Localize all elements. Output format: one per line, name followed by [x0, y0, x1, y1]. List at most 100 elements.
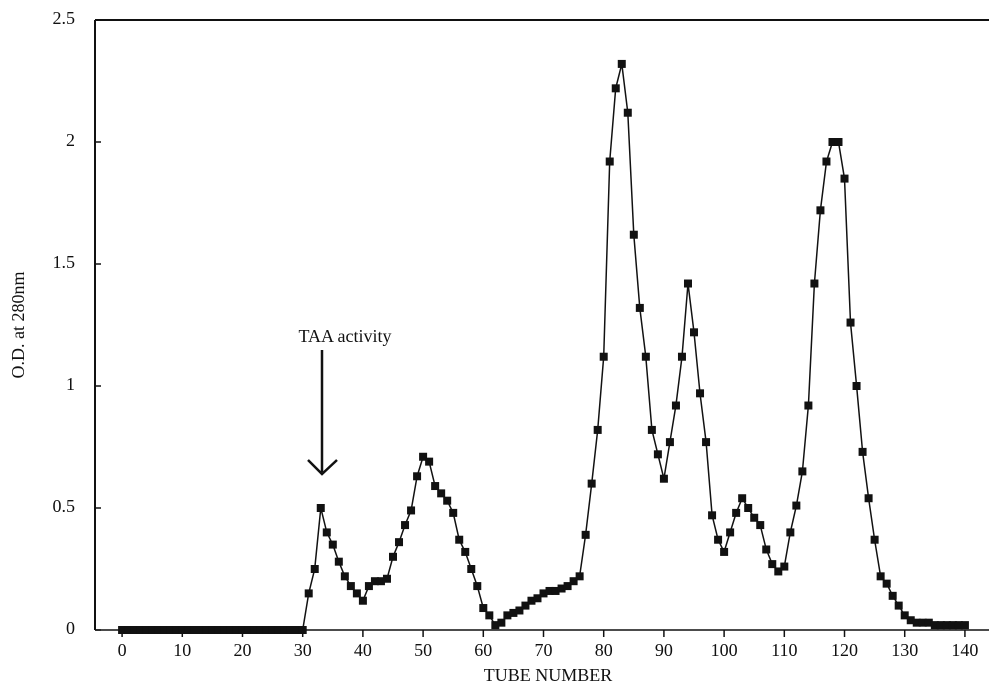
data-point [136, 626, 145, 634]
data-point [124, 626, 133, 634]
x-tick-label: 30 [294, 640, 312, 660]
x-tick-label: 60 [474, 640, 492, 660]
data-point [876, 572, 885, 581]
data-point [449, 508, 458, 517]
data-point [268, 626, 277, 634]
x-tick-label: 80 [595, 640, 613, 660]
data-point [118, 626, 127, 634]
data-point [708, 511, 717, 520]
data-point [599, 352, 608, 361]
data-point [154, 626, 163, 634]
data-point [629, 230, 638, 239]
data-point [352, 589, 361, 598]
data-point [623, 108, 632, 117]
data-point [828, 138, 837, 146]
data-point [358, 596, 367, 605]
data-point [912, 618, 921, 627]
data-point [858, 447, 867, 456]
data-point [726, 528, 735, 537]
data-point [816, 206, 825, 215]
data-point [720, 547, 729, 556]
data-point [768, 560, 777, 569]
data-point [443, 496, 452, 505]
data-point [545, 586, 554, 595]
data-point [822, 157, 831, 166]
data-point [557, 584, 566, 593]
data-point [220, 626, 229, 634]
data-point [738, 494, 747, 503]
data-point [208, 626, 217, 634]
data-point [274, 626, 283, 634]
data-point [647, 425, 656, 434]
data-point [473, 582, 482, 591]
data-point [930, 621, 939, 630]
y-axis-title: O.D. at 280nm [8, 272, 28, 379]
x-tick-label: 50 [414, 640, 432, 660]
data-point [286, 626, 295, 634]
data-point [407, 506, 416, 515]
data-point [605, 157, 614, 166]
data-point [503, 611, 512, 620]
data-point [455, 535, 464, 544]
data-point [665, 438, 674, 447]
data-point [346, 582, 355, 591]
data-point [864, 494, 873, 503]
data-point [696, 389, 705, 398]
data-point [238, 626, 247, 634]
data-point [593, 425, 602, 434]
data-point [437, 489, 446, 498]
data-point [527, 596, 536, 605]
data-point [750, 513, 759, 522]
data-point [310, 565, 319, 573]
data-point [756, 521, 765, 530]
data-point [894, 601, 903, 610]
data-point [714, 535, 723, 544]
data-point [425, 457, 434, 466]
x-axis-title: TUBE NUMBER [484, 665, 613, 685]
data-point [401, 521, 410, 530]
data-point [641, 352, 650, 361]
data-point [960, 621, 969, 630]
data-point [780, 562, 789, 571]
data-point [744, 504, 753, 512]
x-tick-label: 40 [354, 640, 372, 660]
y-tick-label: 0 [66, 618, 75, 638]
x-tick-label: 140 [951, 640, 978, 660]
data-point [292, 626, 301, 634]
data-point [262, 626, 271, 634]
data-point [389, 552, 397, 561]
data-point [653, 450, 662, 459]
data-point [184, 626, 193, 634]
data-point [888, 591, 897, 600]
annotation: TAA activity [298, 326, 391, 346]
data-point [202, 626, 211, 634]
x-tick-label: 0 [118, 640, 127, 660]
y-tick-label: 2.5 [53, 8, 76, 28]
data-point [130, 626, 139, 634]
x-tick-label: 10 [173, 640, 191, 660]
y-tick-label: 1.5 [53, 252, 76, 272]
y-tick-label: 0.5 [53, 496, 76, 516]
data-point [148, 626, 157, 634]
series-line [122, 63, 965, 631]
data-point [671, 401, 680, 410]
data-point [256, 626, 265, 634]
data-point [762, 545, 771, 554]
data-point [467, 565, 476, 573]
data-point [870, 535, 879, 544]
data-point [491, 621, 500, 630]
x-tick-label: 110 [771, 640, 797, 660]
data-point [900, 611, 909, 620]
data-point [683, 279, 692, 288]
data-point [948, 621, 957, 630]
data-point [906, 616, 915, 625]
data-point [485, 611, 494, 620]
data-point [214, 626, 223, 634]
data-point [172, 626, 181, 634]
x-tick-label: 120 [831, 640, 858, 660]
data-point [166, 626, 175, 634]
data-point [328, 540, 337, 549]
data-point [942, 621, 951, 630]
data-point [316, 504, 325, 512]
